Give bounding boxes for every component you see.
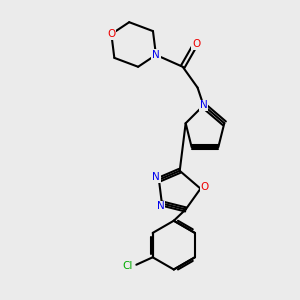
Text: O: O xyxy=(201,182,209,192)
Text: O: O xyxy=(192,40,200,50)
Text: N: N xyxy=(152,50,160,60)
Text: N: N xyxy=(157,202,164,212)
Text: Cl: Cl xyxy=(123,261,133,271)
Text: O: O xyxy=(107,29,116,39)
Text: N: N xyxy=(152,172,160,182)
Text: N: N xyxy=(200,100,207,110)
